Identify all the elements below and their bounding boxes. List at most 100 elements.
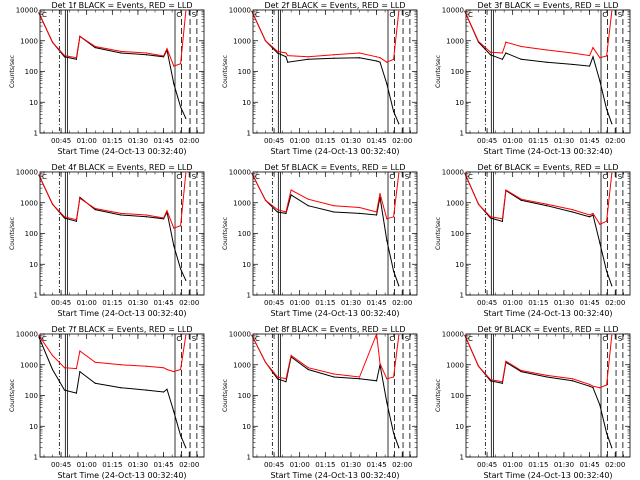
y-tick-label: 1000 xyxy=(20,361,38,369)
events-data-point xyxy=(501,58,504,60)
lld-data-point xyxy=(606,384,608,386)
lld-data-point xyxy=(398,10,400,13)
lld-data-point xyxy=(307,367,309,369)
marker-label: S xyxy=(618,11,623,19)
x-tick-label: 02:00 xyxy=(392,137,412,145)
events-series-line xyxy=(464,11,613,124)
lld-data-point xyxy=(51,41,54,43)
panel-det-4f: Det 4f BLACK = Events, RED = LLD Counts/s… xyxy=(9,163,205,318)
lld-data-point xyxy=(477,365,480,367)
plot-frame xyxy=(465,171,631,296)
y-tick-label: 1000 xyxy=(446,37,464,45)
lld-data-point xyxy=(79,197,81,199)
events-data-point xyxy=(571,211,574,213)
lld-data-point xyxy=(375,56,378,58)
y-tick-label: 100 xyxy=(451,68,464,76)
events-data-point xyxy=(307,58,309,60)
lld-data-point xyxy=(145,214,148,216)
lld-data-point xyxy=(120,50,122,53)
y-tick-label: 10000 xyxy=(442,331,464,339)
marker-label: S xyxy=(618,335,623,343)
panel-title: Det 1f BLACK = Events, RED = LLD xyxy=(51,1,192,10)
lld-data-point xyxy=(307,198,309,200)
events-data-point xyxy=(333,211,335,213)
lld-data-point xyxy=(501,218,504,220)
marker-label: C xyxy=(468,335,473,343)
events-data-point xyxy=(173,410,175,413)
lld-data-point xyxy=(94,45,96,48)
y-tick-label: 1 xyxy=(247,130,251,138)
y-tick-label: 1000 xyxy=(20,199,38,207)
x-axis-label: Start Time (24-Oct-13 00:32:40) xyxy=(483,147,612,156)
x-tick-label: 01:15 xyxy=(315,461,335,469)
events-data-point xyxy=(393,432,395,434)
x-tick-label: 01:45 xyxy=(366,461,386,469)
y-axis-label: Counts/sec xyxy=(222,217,229,250)
events-data-point xyxy=(173,245,175,247)
lld-data-point xyxy=(546,374,548,377)
lld-data-point xyxy=(505,360,507,362)
events-data-point xyxy=(489,217,492,219)
lld-data-point xyxy=(520,369,522,372)
lld-data-point xyxy=(505,41,507,43)
x-tick-label: 01:15 xyxy=(315,137,335,145)
marker-label: S xyxy=(405,173,410,181)
y-tick-label: 10000 xyxy=(229,7,251,15)
lld-data-point xyxy=(264,361,267,363)
events-data-point xyxy=(38,336,40,338)
y-tick-label: 10 xyxy=(29,261,38,269)
lld-data-point xyxy=(162,367,165,369)
y-tick-label: 1 xyxy=(247,454,251,462)
x-tick-label: 00:45 xyxy=(51,461,71,469)
events-data-point xyxy=(120,214,122,216)
events-data-point xyxy=(145,216,148,218)
x-tick-label: 00:45 xyxy=(51,137,71,145)
lld-data-point xyxy=(75,57,78,59)
lld-data-point xyxy=(611,172,613,175)
lld-data-point xyxy=(38,334,40,337)
lld-data-point xyxy=(276,376,279,378)
x-tick-label: 01:45 xyxy=(153,461,173,469)
panel-title: Det 4f BLACK = Events, RED = LLD xyxy=(51,163,192,172)
events-series-line xyxy=(251,11,400,124)
lld-data-point xyxy=(393,216,395,218)
panel-det-2f: Det 2f BLACK = Events, RED = LLD Counts/s… xyxy=(222,1,418,156)
events-data-point xyxy=(285,381,287,383)
y-tick-label: 10 xyxy=(29,423,38,431)
lld-series-line xyxy=(38,335,187,373)
events-data-point xyxy=(398,123,400,125)
x-tick-label: 00:45 xyxy=(477,299,497,307)
x-tick-label: 01:30 xyxy=(554,137,574,145)
marker-label: S xyxy=(405,335,410,343)
panel-det-6f: Det 6f BLACK = Events, RED = LLD Counts/s… xyxy=(435,163,631,318)
lld-data-point xyxy=(185,10,187,13)
y-tick-label: 10000 xyxy=(16,7,38,15)
x-tick-label: 01:45 xyxy=(366,299,386,307)
marker-label: C xyxy=(468,173,473,181)
events-series-line xyxy=(464,335,613,448)
lld-data-point xyxy=(145,52,148,54)
lld-data-point xyxy=(79,35,81,37)
x-tick-label: 01:15 xyxy=(102,299,122,307)
y-tick-label: 100 xyxy=(25,392,38,400)
x-tick-label: 01:30 xyxy=(554,461,574,469)
x-tick-label: 00:45 xyxy=(264,461,284,469)
y-tick-label: 1 xyxy=(34,292,38,300)
events-data-point xyxy=(379,61,381,63)
events-data-point xyxy=(173,83,175,85)
events-series-line xyxy=(251,173,400,286)
events-data-point xyxy=(386,401,388,403)
lld-data-point xyxy=(63,367,66,369)
y-axis-label: Counts/sec xyxy=(9,379,16,412)
marker-label: C xyxy=(468,11,473,19)
plot-frame xyxy=(39,333,205,458)
y-tick-label: 10 xyxy=(455,99,464,107)
lld-data-point xyxy=(63,216,66,218)
panel-title: Det 6f BLACK = Events, RED = LLD xyxy=(477,163,618,172)
x-axis-label: Start Time (24-Oct-13 00:32:40) xyxy=(483,471,612,480)
lld-data-point xyxy=(290,354,292,357)
x-tick-label: 01:15 xyxy=(102,137,122,145)
lld-data-point xyxy=(180,225,182,227)
events-data-point xyxy=(393,270,395,272)
y-tick-label: 100 xyxy=(238,68,251,76)
